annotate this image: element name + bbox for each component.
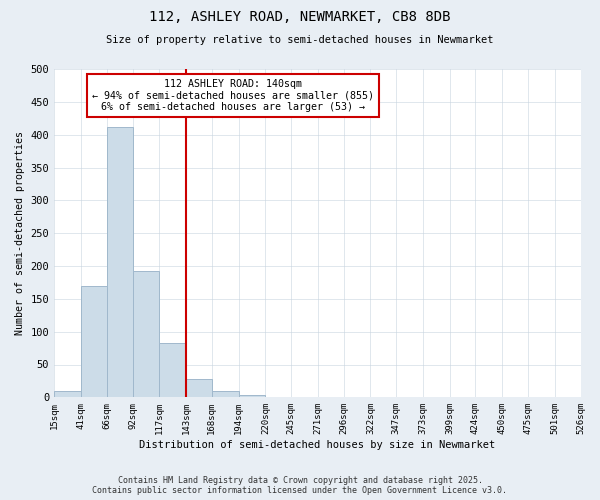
Bar xyxy=(133,270,159,398)
Bar xyxy=(186,379,212,398)
Text: Contains HM Land Registry data © Crown copyright and database right 2025.
Contai: Contains HM Land Registry data © Crown c… xyxy=(92,476,508,495)
Y-axis label: Number of semi-detached properties: Number of semi-detached properties xyxy=(15,131,25,335)
Text: 112, ASHLEY ROAD, NEWMARKET, CB8 8DB: 112, ASHLEY ROAD, NEWMARKET, CB8 8DB xyxy=(149,10,451,24)
X-axis label: Distribution of semi-detached houses by size in Newmarket: Distribution of semi-detached houses by … xyxy=(139,440,496,450)
Bar xyxy=(81,286,107,398)
Bar xyxy=(159,343,186,398)
Text: Size of property relative to semi-detached houses in Newmarket: Size of property relative to semi-detach… xyxy=(106,35,494,45)
Bar xyxy=(265,396,291,398)
Bar xyxy=(54,391,81,398)
Bar xyxy=(107,127,133,398)
Text: 112 ASHLEY ROAD: 140sqm
← 94% of semi-detached houses are smaller (855)
6% of se: 112 ASHLEY ROAD: 140sqm ← 94% of semi-de… xyxy=(92,79,374,112)
Bar xyxy=(239,396,265,398)
Bar xyxy=(212,391,239,398)
